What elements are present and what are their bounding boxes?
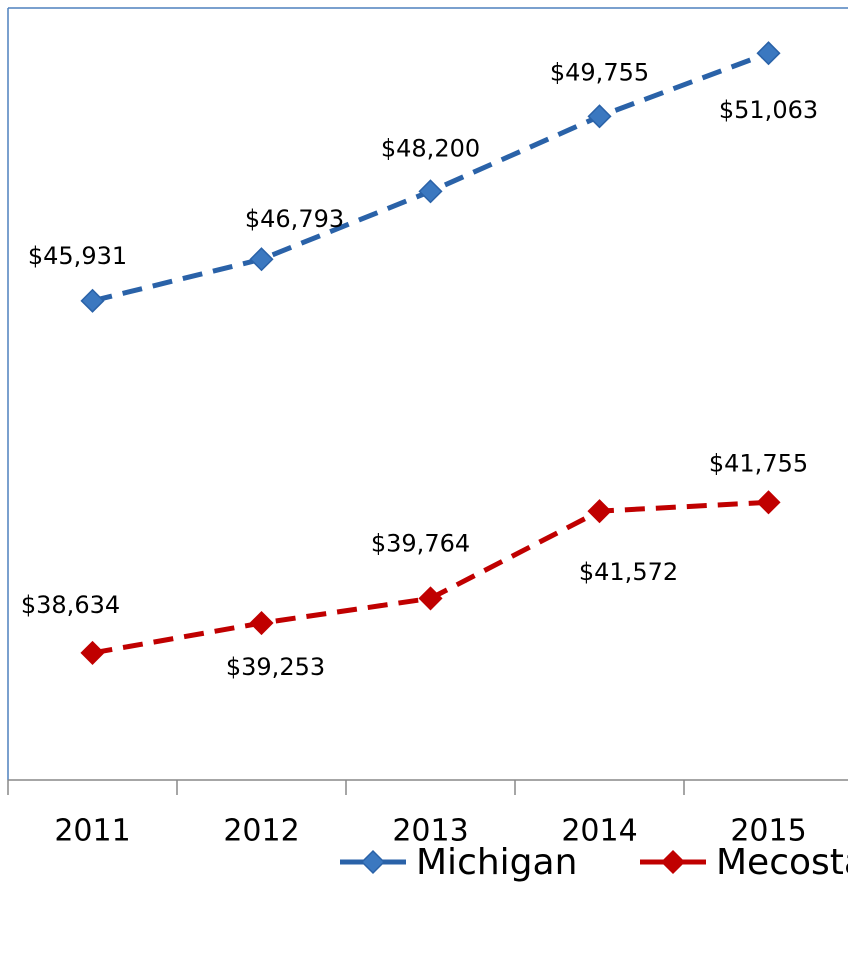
data-label: $41,572 [579,558,678,586]
data-marker [418,179,443,204]
legend-marker [360,849,386,875]
x-tick-label: 2011 [54,814,130,849]
data-marker [587,499,612,524]
data-marker [249,610,274,636]
data-label: $38,634 [21,591,120,619]
data-marker [249,247,274,272]
data-marker [756,490,781,515]
data-label: $39,764 [371,529,470,557]
data-label: $48,200 [381,134,480,162]
legend-label: Mecosta [716,842,848,883]
x-tick-label: 2013 [392,814,468,849]
x-tick-label: 2014 [561,814,637,849]
data-marker [756,41,781,66]
legend-label: Michigan [416,842,577,883]
data-label: $51,063 [719,96,818,124]
data-label: $49,755 [550,58,649,86]
x-tick-label: 2015 [730,814,806,849]
data-marker [587,104,612,129]
data-label: $39,253 [226,653,325,681]
x-tick-label: 2012 [223,814,299,849]
data-label: $45,931 [28,242,127,270]
data-marker [80,640,105,665]
series-line [91,50,770,304]
legend-marker [660,849,686,875]
data-label: $46,793 [245,205,344,233]
data-label: $41,755 [709,449,808,477]
data-marker [80,288,105,313]
data-marker [418,586,443,611]
